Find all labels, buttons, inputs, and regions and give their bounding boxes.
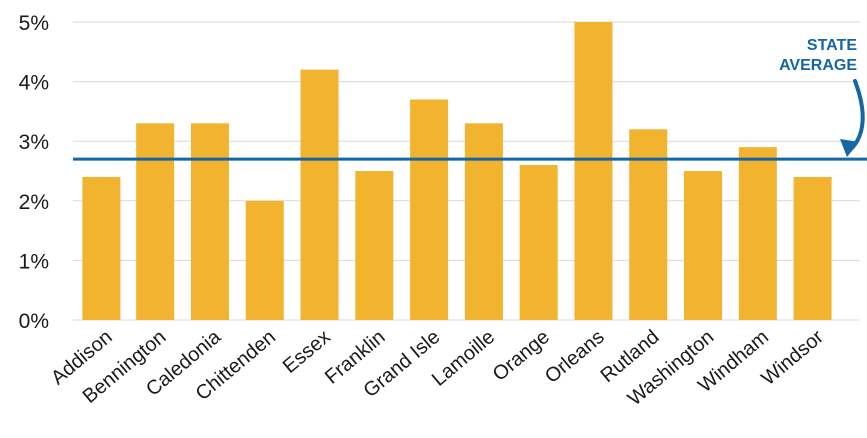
state-average-label-line2: AVERAGE	[779, 57, 857, 74]
bar	[793, 176, 832, 320]
bar	[629, 129, 668, 320]
bar	[190, 123, 229, 320]
bar	[684, 171, 723, 320]
state-average-arrowhead	[840, 139, 859, 157]
x-category-label: Orange	[489, 326, 554, 386]
state-average-label-line1: STATE	[807, 37, 857, 54]
y-tick-label: 0%	[19, 310, 49, 333]
x-category-label: Orleans	[541, 326, 609, 388]
bar	[136, 123, 175, 320]
y-tick-label: 3%	[19, 131, 49, 154]
y-tick-label: 5%	[19, 12, 49, 35]
bar	[519, 165, 558, 320]
x-category-label: Windsor	[757, 326, 828, 390]
bar	[245, 200, 284, 320]
bar	[355, 171, 394, 320]
y-tick-label: 1%	[19, 250, 49, 273]
bar	[574, 22, 613, 320]
x-category-label: Lamoille	[428, 326, 499, 391]
y-axis-ticks: 0% 1% 2% 3% 4% 5%	[19, 12, 49, 333]
y-tick-label: 2%	[19, 191, 49, 214]
state-average-arrow	[848, 79, 865, 152]
bar	[738, 147, 777, 320]
bar	[82, 176, 121, 320]
bar	[464, 123, 503, 320]
y-tick-label: 4%	[19, 72, 49, 95]
x-axis-labels: AddisonBenningtonCaledoniaChittendenEsse…	[47, 325, 828, 410]
bar	[410, 99, 449, 320]
bars	[82, 22, 832, 321]
bar	[300, 69, 339, 321]
